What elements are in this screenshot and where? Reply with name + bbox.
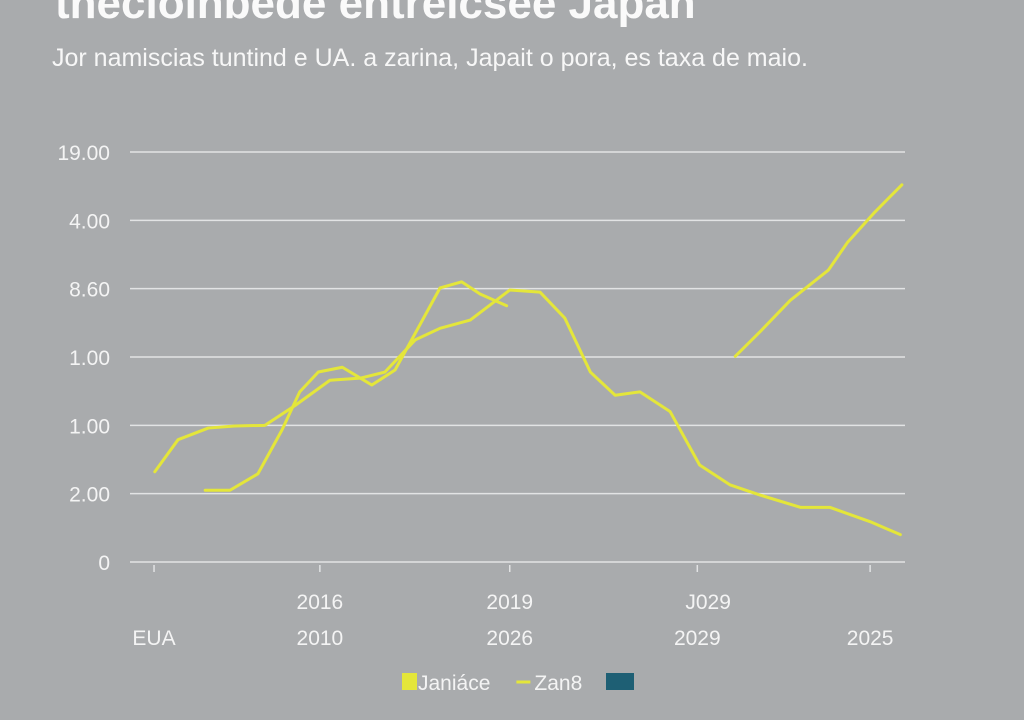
x-tick-label: 2026 (486, 627, 533, 650)
x-tick-label: 2010 (297, 627, 344, 650)
legend-label: Zan8 (534, 672, 582, 695)
y-tick-label: 1.00 (69, 415, 110, 438)
x-tick-label: 2025 (847, 627, 894, 650)
y-tick-label: 2.00 (69, 484, 110, 507)
chart-title: thecioinbede entreicsee Japan (55, 0, 696, 28)
legend-swatch (402, 673, 417, 690)
x-tick-label: EUA (132, 627, 175, 650)
y-tick-label: 19.00 (57, 142, 110, 165)
series-line (733, 183, 904, 358)
y-tick-label: 0 (98, 552, 110, 575)
x-tick-label-upper: 2019 (486, 591, 533, 614)
series-line (153, 288, 902, 537)
y-tick-label: 8.60 (69, 279, 110, 302)
legend-swatch (606, 673, 634, 690)
y-tick-label: 1.00 (69, 347, 110, 370)
x-tick-label-upper: J029 (685, 591, 731, 614)
series-line (203, 280, 509, 492)
x-tick-label: 2029 (674, 627, 721, 650)
legend-label: Janiáce (418, 672, 490, 695)
y-tick-label: 4.00 (69, 210, 110, 233)
x-tick-label-upper: 2016 (297, 591, 344, 614)
chart-subtitle: Jor namiscias tuntind e UA. a zarina, Ja… (52, 44, 808, 72)
